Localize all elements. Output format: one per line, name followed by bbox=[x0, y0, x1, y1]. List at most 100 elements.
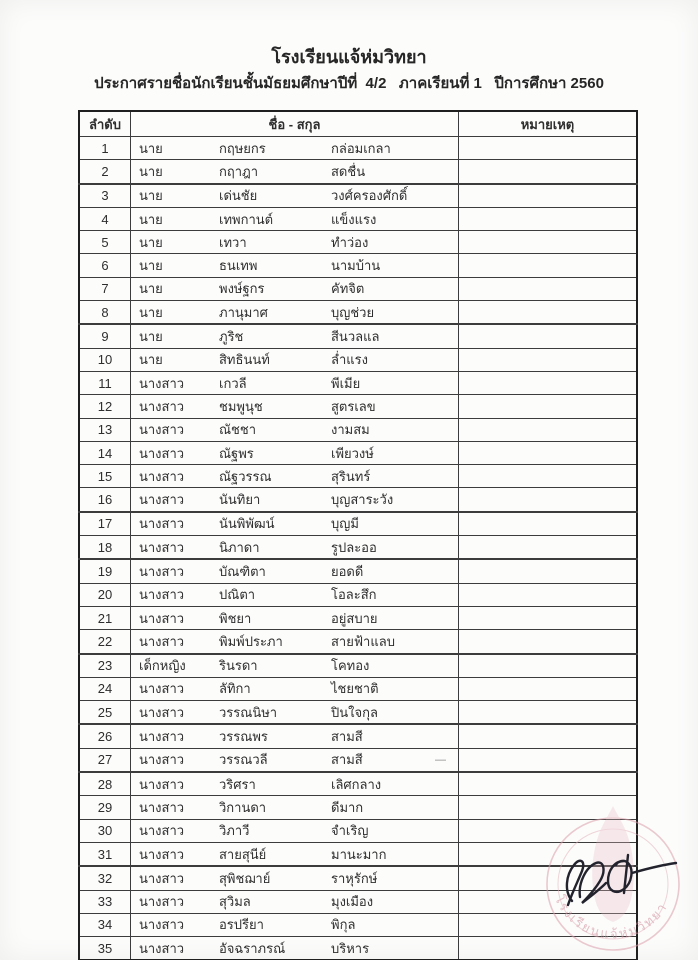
remark-cell bbox=[458, 535, 638, 561]
row-number: 16 bbox=[78, 487, 131, 513]
table-row: 32 นางสาว สุพิชฌาย์ ราหุรักษ์ bbox=[78, 865, 638, 891]
row-number: 30 bbox=[78, 818, 131, 843]
name-prefix: นางสาว bbox=[139, 776, 185, 792]
last-name: บุญมี bbox=[331, 516, 359, 532]
name-prefix: นาย bbox=[139, 234, 163, 250]
table-row: 24 นางสาว ลัทิกา ไชยชาติ bbox=[78, 676, 638, 702]
row-number: 18 bbox=[78, 535, 131, 561]
last-name: รูปละออ bbox=[331, 539, 377, 555]
remark-cell bbox=[458, 323, 638, 349]
name-prefix: เด็กหญิง bbox=[139, 658, 186, 674]
last-name: ราหุรักษ์ bbox=[331, 870, 378, 886]
name-prefix: นางสาว bbox=[139, 940, 185, 956]
last-name: นามบ้าน bbox=[331, 258, 381, 274]
name-prefix: นางสาว bbox=[139, 870, 185, 886]
first-name: กฤษยกร bbox=[219, 140, 266, 156]
column-header-remark: หมายเหตุ bbox=[458, 110, 638, 137]
last-name: ไชยชาติ bbox=[331, 681, 379, 697]
remark-cell bbox=[458, 276, 638, 302]
table-row: 17 นางสาว นันพิพัฒน์ บุญมี bbox=[78, 511, 638, 537]
row-number: 32 bbox=[78, 865, 131, 891]
table-row: 28 นางสาว วริศรา เลิศกลาง bbox=[78, 771, 638, 797]
row-number: 24 bbox=[78, 676, 131, 702]
table-row: 26 นางสาว วรรณพร สามสี bbox=[78, 723, 638, 749]
last-name: คัทจิต bbox=[331, 281, 365, 297]
table-row: 2 นาย กฤาฎา สดชื่น bbox=[78, 159, 638, 185]
row-number: 28 bbox=[78, 771, 131, 797]
table-row: 30 นางสาว วิภาวี จำเริญ bbox=[78, 818, 638, 843]
name-prefix: นางสาว bbox=[139, 563, 185, 579]
first-name: เกวลี bbox=[219, 375, 247, 391]
table-row: 10 นาย สิทธินนท์ ล่ำแรง bbox=[78, 347, 638, 372]
first-name: ณัฐพร bbox=[219, 445, 254, 461]
remark-cell bbox=[458, 394, 638, 419]
last-name: กล่อมเกลา bbox=[331, 140, 391, 156]
last-name: เพียวงษ์ bbox=[331, 445, 374, 461]
remark-cell bbox=[458, 417, 638, 442]
name-prefix: นางสาว bbox=[139, 610, 185, 626]
name-prefix: นางสาว bbox=[139, 846, 185, 862]
last-name: พิกุล bbox=[331, 917, 356, 933]
last-name: จำเริญ bbox=[331, 823, 369, 839]
row-number: 5 bbox=[78, 230, 131, 255]
first-name: นันพิพัฒน์ bbox=[219, 516, 275, 532]
name-prefix: นางสาว bbox=[139, 799, 185, 815]
first-name: วริศรา bbox=[219, 776, 256, 792]
table-row: 19 นางสาว บัณฑิตา ยอดดี bbox=[78, 558, 638, 584]
name-prefix: นาย bbox=[139, 163, 163, 179]
first-name: พงษ์ฐกร bbox=[219, 281, 265, 297]
row-number: 27 bbox=[78, 747, 131, 774]
first-name: พิชยา bbox=[219, 610, 252, 626]
remark-cell bbox=[458, 464, 638, 489]
row-number: 34 bbox=[78, 912, 131, 938]
first-name: อัจฉราภรณ์ bbox=[219, 940, 286, 956]
first-name: พิมพ์ประภา bbox=[219, 633, 283, 649]
table-row: 12 นางสาว ชมพูนุช สูตรเลข bbox=[78, 394, 638, 419]
remark-cell bbox=[458, 700, 638, 726]
column-header-name: ชื่อ - สกุล bbox=[130, 110, 459, 137]
row-number: 23 bbox=[78, 653, 131, 678]
table-row: 9 นาย ภูริช สีนวลแล bbox=[78, 323, 638, 349]
first-name: ชมพูนุช bbox=[219, 398, 263, 414]
remark-cell bbox=[458, 558, 638, 584]
table-row: 4 นาย เทพกานต์ แข็งแรง bbox=[78, 206, 638, 232]
name-prefix: นางสาว bbox=[139, 729, 185, 745]
name-prefix: นางสาว bbox=[139, 539, 185, 555]
name-prefix: นาย bbox=[139, 281, 163, 297]
first-name: สิทธินนท์ bbox=[219, 352, 270, 368]
remark-cell bbox=[458, 795, 638, 820]
name-prefix: นางสาว bbox=[139, 681, 185, 697]
name-prefix: นาย bbox=[139, 140, 163, 156]
last-name: สุรินทร์ bbox=[331, 468, 371, 484]
row-number: 14 bbox=[78, 440, 131, 466]
table-row: 35 นางสาว อัจฉราภรณ์ บริหาร bbox=[78, 936, 638, 960]
first-name: วิภาวี bbox=[219, 823, 250, 839]
remark-cell bbox=[458, 440, 638, 466]
table-row: 18 นางสาว นิภาดา รูปละออ bbox=[78, 535, 638, 561]
last-name: สีนวลแล bbox=[331, 329, 380, 345]
name-prefix: นางสาว bbox=[139, 516, 185, 532]
table-row: 15 นางสาว ณัฐวรรณ สุรินทร์ bbox=[78, 464, 638, 489]
name-prefix: นางสาว bbox=[139, 894, 185, 910]
first-name: วิกานดา bbox=[219, 799, 267, 815]
row-number: 10 bbox=[78, 347, 131, 372]
remark-cell bbox=[458, 253, 638, 278]
last-name: สูตรเลข bbox=[331, 398, 376, 414]
remark-cell bbox=[458, 653, 638, 678]
remark-cell bbox=[458, 605, 638, 631]
name-prefix: นางสาว bbox=[139, 752, 185, 768]
remark-cell bbox=[458, 841, 638, 868]
table-row: 16 นางสาว นันทิยา บุญสาระวัง bbox=[78, 487, 638, 513]
first-name: เทพกานต์ bbox=[219, 211, 274, 227]
row-number: 33 bbox=[78, 889, 131, 914]
student-table: ลำดับ ชื่อ - สกุล หมายเหตุ 1 นาย กฤษยกร … bbox=[78, 110, 638, 960]
first-name: วรรณพร bbox=[219, 729, 268, 745]
row-number: 19 bbox=[78, 558, 131, 584]
name-prefix: นางสาว bbox=[139, 823, 185, 839]
table-row: 3 นาย เด่นชัย วงศ์ครองศักดิ์ bbox=[78, 183, 638, 208]
name-prefix: นาย bbox=[139, 258, 163, 274]
stray-dash-mark: — bbox=[435, 753, 446, 766]
remark-cell bbox=[458, 865, 638, 891]
first-name: วรรณนิษา bbox=[219, 704, 278, 720]
